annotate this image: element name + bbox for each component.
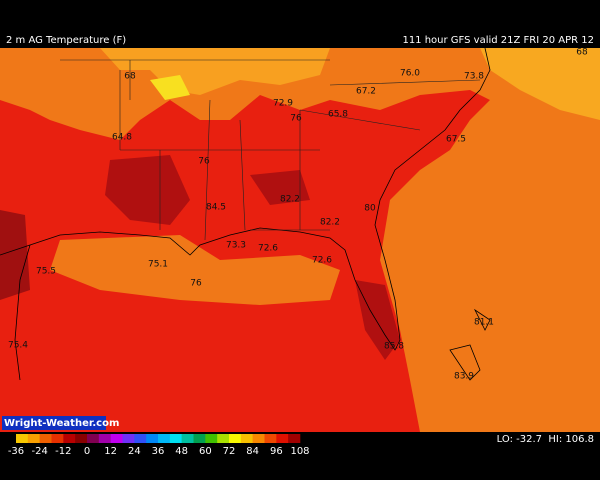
station-value: 68 — [124, 72, 136, 82]
brand: Wright-Weather.com — [4, 418, 119, 429]
station-value: 65.8 — [328, 110, 348, 120]
colorbar-tick-label: -12 — [55, 446, 71, 457]
colorbar-swatch — [146, 434, 159, 443]
colorbar-tick-label: 84 — [246, 446, 259, 457]
station-value: 82.2 — [280, 195, 300, 205]
colorbar-swatch — [98, 434, 111, 443]
station-value: 85.8 — [384, 342, 404, 352]
colorbar-swatch — [276, 434, 289, 443]
colorbar-swatch — [288, 434, 301, 443]
station-value: 73.3 — [226, 241, 246, 251]
colorbar-tick-label: -24 — [31, 446, 47, 457]
hot-region — [0, 210, 30, 300]
colorbar-tick-label: 48 — [175, 446, 188, 457]
colorbar-swatch — [87, 434, 100, 443]
colorbar-tick-label: -36 — [8, 446, 24, 457]
colorbar-swatch — [134, 434, 147, 443]
station-value: 64.8 — [112, 133, 132, 143]
colorbar-swatch — [75, 434, 88, 443]
station-value: 76 — [190, 279, 202, 289]
colorbar-swatch — [16, 434, 29, 443]
colorbar-swatch — [39, 434, 52, 443]
state-lines — [60, 59, 481, 241]
colorbar-tick-label: 72 — [223, 446, 236, 457]
colorbar-swatch — [158, 434, 171, 443]
station-value: 83.9 — [454, 372, 474, 382]
station-value: 73.8 — [464, 72, 484, 82]
warm-region — [0, 48, 600, 432]
colorbar-tick-label: 108 — [290, 446, 309, 457]
gulf-region — [50, 235, 340, 305]
mild-region — [480, 48, 600, 120]
hot-region — [250, 170, 310, 205]
colorbar-swatch — [217, 434, 230, 443]
colorbar-swatch — [229, 434, 242, 443]
colorbar-swatch — [27, 434, 40, 443]
station-value: 67.2 — [356, 87, 376, 97]
colorbar-swatch — [63, 434, 76, 443]
colorbar-tick-label: 24 — [128, 446, 141, 457]
station-value: 76 — [290, 114, 302, 124]
station-value: 82.2 — [320, 218, 340, 228]
station-value: 75.5 — [36, 267, 56, 277]
stats: LO: -32.7 HI: 106.8 — [497, 434, 594, 445]
station-value: 72.6 — [258, 244, 278, 254]
cool-region — [150, 75, 190, 100]
island — [449, 308, 491, 381]
station-value: 84.5 — [206, 203, 226, 213]
station-value: 72.9 — [273, 99, 293, 109]
colorbar-tick-label: 60 — [199, 446, 212, 457]
station-value: 75.4 — [8, 341, 28, 351]
station-value: 80 — [364, 204, 376, 214]
station-value: 75.1 — [148, 260, 168, 270]
station-value: 67.5 — [446, 135, 466, 145]
station-value: 76.0 — [400, 69, 420, 79]
colorbar-tick-label: 36 — [152, 446, 165, 457]
station-value: 68 — [576, 48, 588, 58]
colorbar-swatch — [110, 434, 123, 443]
colorbar-swatch — [193, 434, 206, 443]
station-value: 72.6 — [312, 256, 332, 266]
colorbar-swatch — [240, 434, 253, 443]
colorbar-swatch — [181, 434, 194, 443]
colorbar-tick-label: 0 — [84, 446, 90, 457]
map — [0, 47, 600, 432]
map-title: 2 m AG Temperature (F) — [6, 35, 126, 46]
coastline — [14, 244, 31, 381]
brand-badge — [2, 416, 106, 430]
colorbar-swatch — [51, 434, 64, 443]
colorbar-tick-label: 12 — [104, 446, 117, 457]
station-value: 81.1 — [474, 318, 494, 328]
colorbar-swatch — [122, 434, 135, 443]
coastline — [0, 47, 491, 351]
colorbar-swatch — [264, 434, 277, 443]
colorbar-swatch — [169, 434, 182, 443]
run-info: 111 hour GFS valid 21Z FRI 20 APR 12 — [402, 35, 594, 46]
station-value: 76 — [198, 157, 210, 167]
colorbar-swatch — [252, 434, 265, 443]
colorbar-tick-label: 96 — [270, 446, 283, 457]
colorbar-swatch — [205, 434, 218, 443]
hot-region — [105, 155, 190, 225]
